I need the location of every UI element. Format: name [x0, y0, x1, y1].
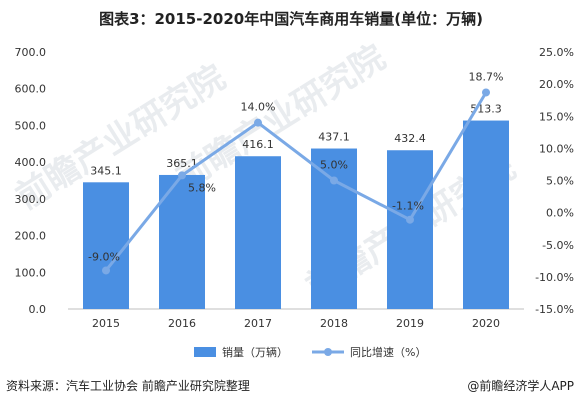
legend-swatch-sales — [194, 347, 216, 357]
y-right-tick-label: -10.0% — [535, 271, 574, 284]
legend-label-sales: 销量（万辆） — [222, 345, 288, 359]
growth-point-2019 — [406, 215, 414, 224]
bar-2017 — [235, 156, 281, 309]
growth-point-2018 — [330, 176, 338, 185]
growth-point-2016 — [178, 171, 186, 180]
bar-2019 — [387, 150, 433, 309]
bar-label-2017: 416.1 — [242, 138, 274, 151]
x-tick-label: 2015 — [92, 317, 120, 330]
y-right-tick-label: 10.0% — [539, 142, 574, 155]
bar-2020 — [463, 120, 509, 310]
bar-label-2018: 437.1 — [318, 131, 350, 144]
growth-label-2020: 18.7% — [469, 70, 504, 83]
y-right-tick-label: 20.0% — [539, 78, 574, 91]
growth-label-2017: 14.0% — [241, 101, 276, 114]
growth-label-2019: -1.1% — [392, 200, 424, 213]
chart-title: 图表3：2015-2020年中国汽车商用车销量(单位：万辆) — [99, 10, 483, 28]
y-right-tick-label: 15.0% — [539, 110, 574, 123]
bar-label-2016: 365.1 — [166, 157, 198, 170]
y-left-tick-label: 500.0 — [15, 119, 47, 132]
legend-label-growth: 同比增速（%） — [350, 345, 426, 359]
growth-label-2015: -9.0% — [88, 250, 120, 263]
x-tick-label: 2019 — [396, 317, 424, 330]
footer-source: 资料来源：汽车工业协会 前瞻产业研究院整理 — [6, 379, 250, 393]
growth-point-2020 — [482, 88, 490, 97]
y-right-tick-label: 0.0% — [546, 207, 574, 220]
y-left-tick-label: 300.0 — [15, 193, 47, 206]
x-tick-label: 2016 — [168, 317, 196, 330]
y-right-tick-label: 5.0% — [546, 175, 574, 188]
growth-label-2018: 5.0% — [320, 159, 348, 172]
y-left-tick-label: 600.0 — [15, 83, 47, 96]
y-right-tick-label: -15.0% — [535, 303, 574, 316]
growth-label-2016: 5.8% — [188, 181, 216, 194]
y-left-tick-label: 700.0 — [15, 46, 47, 59]
bar-label-2019: 432.4 — [394, 132, 426, 145]
bar-2018 — [311, 148, 357, 309]
x-tick-label: 2018 — [320, 317, 348, 330]
legend-marker-growth — [324, 348, 332, 356]
y-left-tick-label: 400.0 — [15, 156, 47, 169]
bar-label-2015: 345.1 — [90, 164, 122, 177]
x-tick-label: 2020 — [472, 317, 500, 330]
y-right-tick-label: 25.0% — [539, 46, 574, 59]
growth-point-2015 — [102, 266, 110, 275]
bar-2016 — [159, 174, 205, 309]
footer-brand: @前瞻经济学人APP — [467, 379, 574, 393]
growth-point-2017 — [254, 118, 262, 127]
bar-2015 — [83, 182, 129, 309]
y-left-tick-label: 200.0 — [15, 230, 47, 243]
growth-line — [104, 91, 488, 272]
y-right-tick-label: -5.0% — [542, 239, 574, 252]
x-tick-label: 2017 — [244, 317, 272, 330]
y-left-tick-label: 100.0 — [15, 266, 47, 279]
y-left-tick-label: 0.0 — [29, 303, 47, 316]
